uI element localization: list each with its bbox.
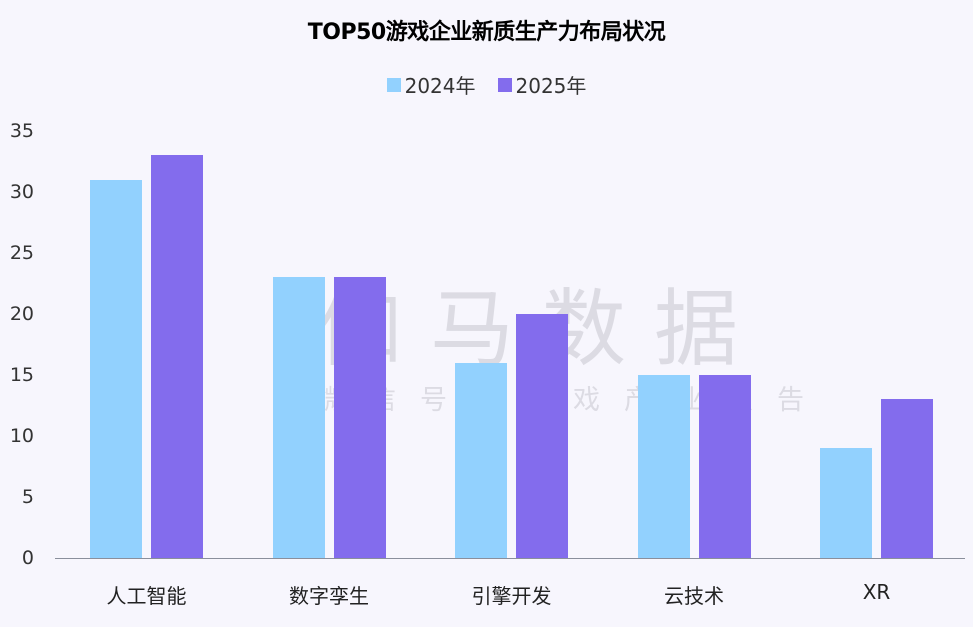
y-tick-label: 35: [9, 120, 34, 142]
legend-label-2024: 2024年: [404, 74, 476, 98]
bar-2025: [516, 314, 568, 558]
bar-2025: [333, 277, 386, 558]
y-tick-label: 30: [9, 181, 34, 203]
legend-label-2025: 2025年: [515, 74, 587, 98]
x-axis-line: [55, 558, 965, 559]
bar-2024: [820, 448, 872, 558]
chart-title: TOP50游戏企业新质生产力布局状况: [307, 20, 666, 45]
y-tick-label: 10: [9, 425, 34, 447]
bar-2024: [272, 277, 325, 558]
legend-item-2025: 2025年: [497, 70, 587, 99]
x-tick-label: 数字孪生: [289, 584, 369, 608]
y-tick-label: 20: [9, 303, 34, 325]
bar-2024: [90, 179, 142, 558]
legend-swatch-2024: [386, 77, 401, 92]
bar-2025: [698, 375, 751, 558]
legend-swatch-2025: [497, 77, 512, 92]
y-tick-label: 0: [21, 547, 34, 569]
y-tick-label: 25: [9, 242, 34, 264]
bar-2024: [637, 375, 690, 558]
legend-item-2024: 2024年: [386, 70, 476, 99]
bar-2025: [151, 155, 203, 558]
bar-2025: [881, 399, 933, 558]
x-tick-label: 云技术: [664, 584, 724, 608]
y-tick-label: 15: [9, 364, 34, 386]
x-tick-label: 人工智能: [106, 584, 187, 608]
x-tick-label: 引擎开发: [471, 584, 552, 608]
bar-2024: [455, 362, 507, 558]
legend: 2024年 2025年: [0, 70, 973, 99]
y-tick-label: 5: [21, 486, 34, 508]
x-tick-label: XR: [862, 580, 891, 604]
